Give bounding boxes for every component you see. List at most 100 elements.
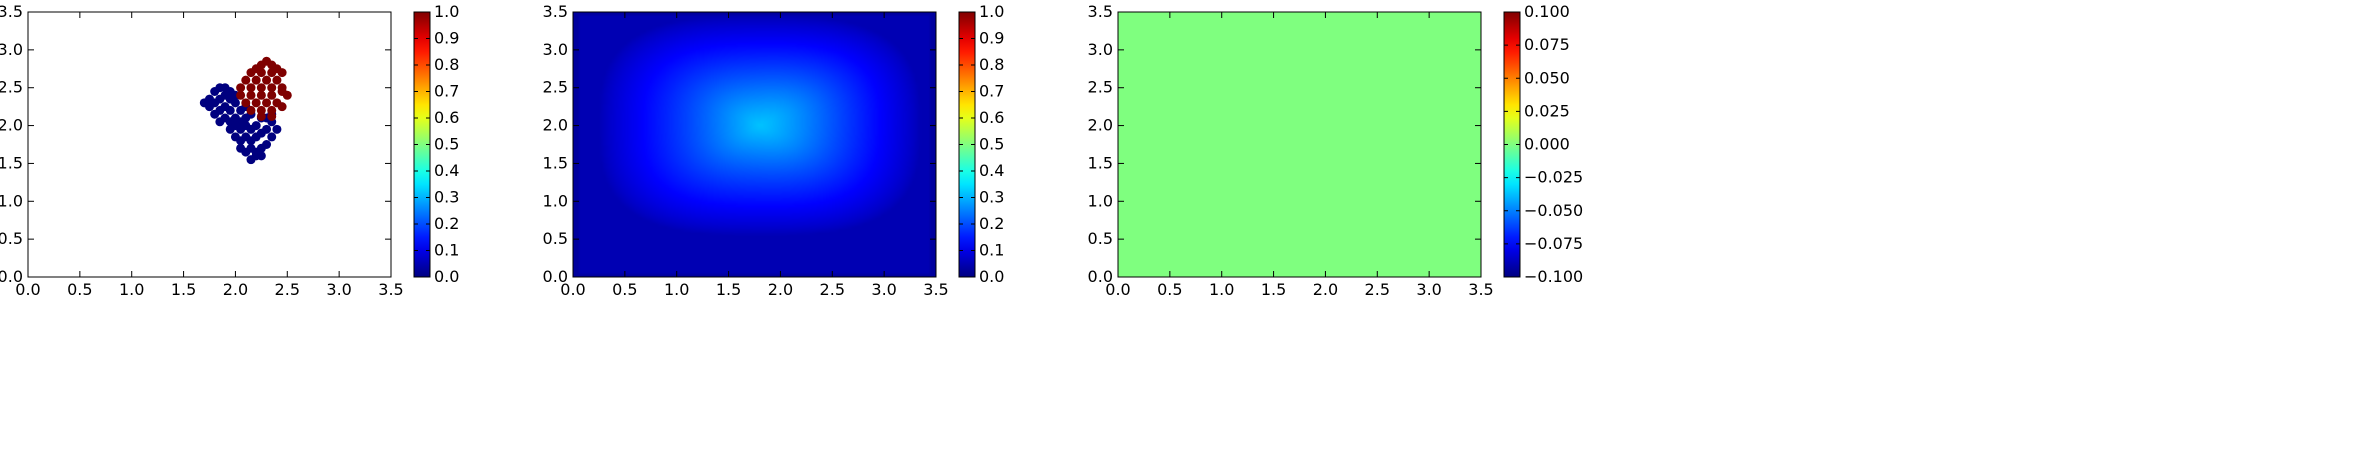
scatter-point-s0-29 — [251, 121, 261, 131]
scatter-point-s1-12 — [272, 75, 282, 85]
scatter-point-s0-16 — [230, 98, 240, 108]
x-tick-label: 3.0 — [1416, 280, 1441, 299]
colorbar-tick-label: 0.4 — [434, 161, 459, 180]
scatter-point-s1-31 — [277, 102, 287, 112]
x-tick-label: 0.0 — [560, 280, 585, 299]
x-tick-label: 2.5 — [1365, 280, 1390, 299]
colorbar-tick-label: 0.3 — [979, 188, 1004, 207]
x-tick-label: 3.5 — [923, 280, 948, 299]
colorbar-tick-label: 0.6 — [979, 108, 1004, 127]
y-tick-label: 2.5 — [1088, 78, 1113, 97]
y-tick-label: 1.5 — [543, 153, 568, 172]
y-tick-label: 1.5 — [0, 153, 23, 172]
colorbar-tick-label: 0.2 — [979, 214, 1004, 233]
colorbar-tick-label: 0.6 — [434, 108, 459, 127]
scatter-point-s1-32 — [256, 111, 266, 121]
scatter-point-s1-18 — [236, 90, 246, 100]
colorbar-tick-label: 0.0 — [434, 267, 459, 286]
colorbar-tick-label: 1.0 — [434, 2, 459, 21]
x-tick-label: 2.5 — [275, 280, 300, 299]
y-tick-label: 3.5 — [1088, 2, 1113, 21]
y-tick-label: 1.5 — [1088, 153, 1113, 172]
colorbar-tick-label: 0.7 — [434, 82, 459, 101]
scatter-point-s1-20 — [256, 90, 266, 100]
scatter-point-s1-6 — [256, 68, 266, 78]
scatter-point-s1-13 — [236, 83, 246, 93]
x-tick-label: 0.0 — [15, 280, 40, 299]
scatter-point-s1-11 — [262, 75, 272, 85]
x-tick-label: 0.5 — [67, 280, 92, 299]
scatter-point-s1-8 — [277, 68, 287, 78]
y-tick-label: 2.5 — [543, 78, 568, 97]
x-tick-label: 1.5 — [171, 280, 196, 299]
chart-panel-2: 0.0 0.5 1.0 1.5 2.0 2.5 3.0 3.5 0.0 0.5 1.0 1.5 2.0 2… — [543, 2, 1005, 299]
y-tick-label: 0.0 — [0, 267, 23, 286]
y-tick-label: 1.0 — [0, 191, 23, 210]
y-tick-label: 3.0 — [1088, 40, 1113, 59]
x-tick-label: 2.5 — [820, 280, 845, 299]
scatter-point-s0-41 — [262, 140, 272, 149]
y-tick-label: 1.0 — [543, 191, 568, 210]
colorbar-tick-label: −0.075 — [1524, 234, 1583, 253]
colorbar-tick-label: 0.5 — [979, 135, 1004, 154]
x-tick-label: 3.5 — [1468, 280, 1493, 299]
scatter-point-s1-21 — [267, 90, 277, 100]
scatter-point-s1-10 — [251, 75, 261, 85]
heatmap-field — [573, 12, 936, 277]
scatter-point-s1-16 — [267, 83, 277, 93]
colorbar-tick-label: 0.000 — [1524, 135, 1570, 154]
colorbar-tick-label: 0.025 — [1524, 101, 1570, 120]
x-tick-label: 1.5 — [716, 280, 741, 299]
x-tick-label: 2.0 — [768, 280, 793, 299]
scatter-point-s1-26 — [262, 98, 272, 108]
scatter-point-s1-14 — [246, 83, 256, 93]
colorbar-tick-label: 0.9 — [979, 29, 1004, 48]
y-tick-label: 0.0 — [543, 267, 568, 286]
scatter-point-s1-7 — [267, 68, 277, 78]
y-tick-label: 3.0 — [543, 40, 568, 59]
y-tick-label: 3.5 — [543, 2, 568, 21]
axes-frame — [1117, 11, 1482, 278]
scatter-point-s0-48 — [267, 132, 277, 142]
scatter-point-s1-33 — [267, 111, 277, 121]
y-tick-label: 0.5 — [1088, 229, 1113, 248]
chart-panel-3: 0.0 0.5 1.0 1.5 2.0 2.5 3.0 3.5 0.0 0.5 1.0 1.5 2.0 2… — [1088, 2, 1584, 299]
colorbar-tick-label: −0.050 — [1524, 201, 1583, 220]
plot-background — [28, 12, 391, 277]
scatter-point-s1-28 — [246, 105, 256, 115]
colorbar-tick-label: −0.025 — [1524, 168, 1583, 187]
colorbar-tick-label: 0.9 — [434, 29, 459, 48]
y-tick-label: 2.0 — [543, 116, 568, 135]
scatter-point-s1-19 — [246, 90, 256, 100]
colorbar-tick-label: −0.100 — [1524, 267, 1583, 286]
scatter-point-s0-53 — [272, 124, 282, 134]
scatter-point-s1-9 — [241, 75, 251, 85]
y-tick-label: 0.5 — [543, 229, 568, 248]
plot-area-2 — [573, 12, 936, 277]
colorbar-tick-label: 0.2 — [434, 214, 459, 233]
colorbar-tick-label: 0.050 — [1524, 68, 1570, 87]
colorbar-tick-label: 0.1 — [434, 241, 459, 260]
y-tick-label: 2.5 — [0, 78, 23, 97]
scatter-point-s0-15 — [225, 105, 235, 115]
y-tick-label: 3.0 — [0, 40, 23, 59]
scatter-point-s1-23 — [282, 90, 292, 100]
y-tick-label: 2.0 — [1088, 116, 1113, 135]
x-tick-label: 1.0 — [119, 280, 144, 299]
x-tick-label: 1.5 — [1261, 280, 1286, 299]
x-tick-label: 0.5 — [612, 280, 637, 299]
x-tick-label: 1.0 — [664, 280, 689, 299]
colorbar-tick-label: 1.0 — [979, 2, 1004, 21]
colorbar-tick-label: 0.7 — [979, 82, 1004, 101]
y-tick-label: 2.0 — [0, 116, 23, 135]
colorbar-tick-label: 0.5 — [434, 135, 459, 154]
heatmap-field — [1118, 12, 1481, 277]
colorbar-tick-label: 0.0 — [979, 267, 1004, 286]
scatter-point-s1-25 — [251, 98, 261, 108]
x-tick-label: 0.0 — [1105, 280, 1130, 299]
x-tick-label: 3.0 — [871, 280, 896, 299]
plot-area-1 — [28, 12, 391, 277]
colorbar-tick-label: 0.8 — [979, 55, 1004, 74]
